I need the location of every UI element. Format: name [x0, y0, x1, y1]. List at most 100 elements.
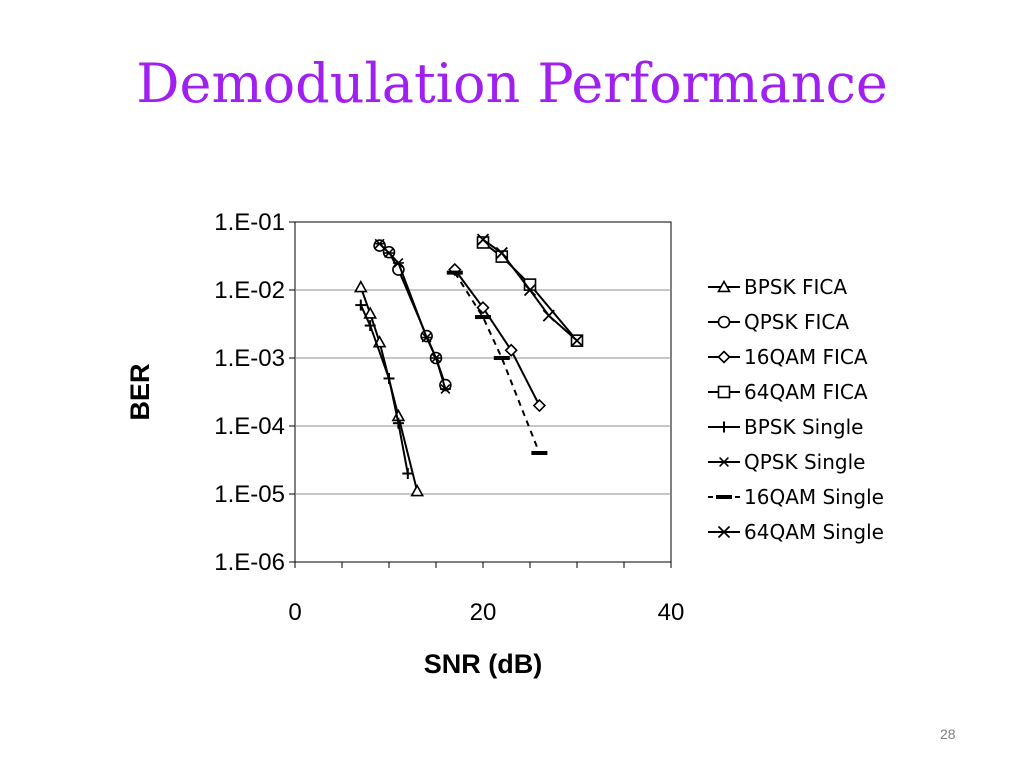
triangle-marker-shape: [717, 279, 731, 293]
page-number: 28: [940, 726, 956, 742]
series-line-16qam-fica: [453, 268, 541, 406]
asterisk-marker-d2: [421, 332, 432, 343]
data-point-qpsk-single: [421, 332, 433, 343]
data-point-bpsk-single: [355, 299, 367, 311]
legend-marker: [717, 350, 731, 364]
x-tick-label: 20: [470, 599, 497, 626]
slide-title: Demodulation Performance: [136, 52, 888, 115]
x-marker-d2: [495, 246, 508, 260]
diamond-marker-shape: [504, 343, 518, 357]
plot-area-frame: [294, 221, 672, 563]
y-tick-label: 1.E-06: [214, 549, 285, 576]
data-point-16qam-fica: [504, 343, 518, 357]
x-marker-d2: [542, 309, 555, 322]
asterisk-marker-d2: [719, 457, 729, 467]
data-point-bpsk-fica: [363, 306, 378, 319]
y-tick-label: 1.E-01: [214, 209, 285, 236]
data-point-qpsk-single: [439, 384, 451, 394]
data-point-bpsk-single: [383, 372, 395, 384]
legend-marker: [718, 457, 730, 467]
data-point-bpsk-single: [364, 320, 376, 332]
data-point-qpsk-single: [392, 257, 404, 268]
data-point-bpsk-fica: [353, 280, 368, 293]
diamond-marker-shape: [476, 301, 490, 315]
data-point-16qam-fica: [532, 398, 547, 413]
legend-label: 16QAM Single: [744, 485, 884, 509]
legend: BPSK FICA QPSK FICA 16QAM FICA 64QAM FICA BP…: [708, 275, 884, 544]
x-axis-title: SNR (dB): [424, 649, 542, 679]
y-tick-label: 1.E-02: [214, 277, 285, 304]
legend-label: BPSK Single: [744, 415, 863, 439]
legend-item-qpsk-fica: QPSK FICA: [708, 310, 849, 334]
axes: 1.E-01 1.E-02 1.E-03 1.E-04 1.E-05 1.E-060 20 4…: [214, 209, 684, 626]
legend-label: BPSK FICA: [744, 275, 847, 299]
asterisk-marker-d2: [440, 384, 451, 394]
y-tick-label: 1.E-03: [214, 345, 285, 372]
legend-marker: [717, 385, 731, 399]
triangle-marker-shape: [353, 280, 368, 293]
data-point-bpsk-fica: [410, 484, 425, 497]
legend-label: 64QAM FICA: [744, 380, 868, 404]
triangle-marker-shape: [410, 484, 425, 497]
legend-marker: [717, 525, 731, 539]
legend-marker: [717, 279, 731, 293]
series-bpsk-fica: [353, 280, 425, 497]
square-marker-shape: [717, 385, 731, 399]
data-point-64qam-single: [523, 283, 537, 297]
diamond-marker-shape: [717, 350, 731, 364]
series-qpsk-single: [374, 238, 451, 394]
legend-marker: [718, 421, 730, 433]
x-marker-d2: [717, 525, 731, 539]
series-bpsk-single: [355, 299, 414, 480]
legend-label: 16QAM FICA: [744, 345, 868, 369]
circle-marker-shape: [717, 315, 731, 329]
y-tick-label: 1.E-05: [214, 481, 285, 508]
data-point-qpsk-single: [430, 353, 442, 363]
asterisk-marker-d2: [384, 248, 394, 258]
series-line-bpsk-single: [359, 304, 409, 474]
x-tick-label: 40: [658, 599, 685, 626]
ber-vs-snr-chart: 1.E-01 1.E-02 1.E-03 1.E-04 1.E-05 1.E-060 20 4…: [125, 209, 884, 679]
data-point-64qam-fica: [495, 250, 509, 263]
data-point-64qam-single: [542, 309, 555, 322]
legend-item-16qam-fica: 16QAM FICA: [708, 345, 868, 369]
data-point-qpsk-fica: [373, 239, 386, 252]
legend-item-qpsk-single: QPSK Single: [708, 450, 865, 474]
legend-item-64qam-single: 64QAM Single: [708, 520, 884, 544]
data-point-bpsk-single: [392, 417, 404, 429]
legend-item-16qam-single: 16QAM Single: [708, 485, 884, 509]
data-point-qpsk-single: [383, 248, 395, 258]
data-point-qpsk-single: [374, 238, 386, 249]
data-point-64qam-single: [476, 233, 490, 246]
data-point-64qam-single: [570, 334, 584, 347]
legend-item-bpsk-fica: BPSK FICA: [708, 275, 847, 299]
legend-item-64qam-fica: 64QAM FICA: [708, 380, 868, 404]
legend-label: QPSK FICA: [744, 310, 849, 334]
asterisk-marker-d2: [393, 257, 404, 268]
series-64qam-single: [476, 233, 584, 347]
series-line-qpsk-single: [378, 242, 447, 390]
series-line-16qam-single: [453, 272, 541, 454]
series-16qam-single: [446, 270, 548, 456]
diamond-marker-shape: [532, 398, 547, 413]
data-point-16qam-fica: [476, 301, 490, 315]
data-point-bpsk-single: [402, 468, 414, 480]
square-marker-shape: [495, 250, 509, 263]
x-tick-label: 0: [288, 599, 301, 626]
series-group: [353, 233, 584, 497]
asterisk-marker-d2: [374, 238, 385, 249]
y-tick-label: 1.E-04: [214, 413, 285, 440]
y-axis-title: BER: [125, 363, 155, 420]
triangle-marker-shape: [363, 306, 378, 319]
x-marker-d2: [476, 233, 490, 246]
legend-item-bpsk-single: BPSK Single: [708, 415, 863, 439]
x-marker-d2: [523, 283, 537, 297]
legend-marker: [717, 315, 731, 329]
legend-label: 64QAM Single: [744, 520, 884, 544]
data-point-64qam-single: [495, 246, 508, 260]
legend-label: QPSK Single: [744, 450, 865, 474]
gridlines: [295, 289, 671, 495]
circle-marker-shape: [373, 239, 386, 252]
x-marker-d2: [570, 334, 584, 347]
asterisk-marker-d2: [431, 353, 441, 363]
